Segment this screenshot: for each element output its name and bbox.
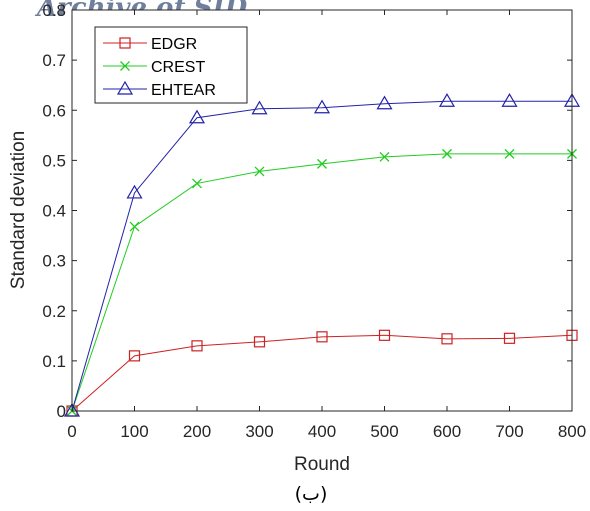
- y-tick-label-4: 0.4: [42, 202, 66, 221]
- point-edgr-3: [253, 336, 266, 348]
- point-edgr-5: [378, 329, 391, 341]
- legend-label-edgr: EDGR: [151, 36, 197, 53]
- x-tick-label-2: 200: [183, 422, 211, 441]
- y-tick-label-7: 0.7: [42, 51, 66, 70]
- point-ehtear-6: [438, 93, 456, 107]
- point-ehtear-2: [188, 109, 206, 124]
- point-edgr-1: [128, 350, 141, 362]
- point-edgr-7: [503, 332, 516, 344]
- x-tick-label-7: 700: [495, 422, 523, 441]
- point-crest-2: [192, 178, 202, 189]
- point-ehtear-0: [63, 402, 81, 417]
- legend-marker-crest: [120, 61, 130, 71]
- legend-label-ehtear: EHTEAR: [151, 82, 216, 99]
- point-crest-1: [129, 221, 140, 232]
- y-tick-label-1: 0.1: [42, 352, 66, 371]
- y-tick-label-5: 0.5: [42, 151, 66, 170]
- legend-marker-ehtear: [116, 80, 134, 95]
- legend-item-ehtear: EHTEAR: [103, 80, 216, 99]
- series-line-ehtear: [71, 100, 572, 412]
- point-ehtear-5: [376, 95, 393, 110]
- y-tick-label-2: 0.2: [42, 302, 66, 321]
- point-ehtear-4: [313, 99, 331, 114]
- x-axis-title: Round: [294, 454, 350, 475]
- point-ehtear-3: [251, 100, 268, 115]
- point-ehtear-7: [501, 93, 518, 107]
- legend-item-edgr: EDGR: [103, 36, 197, 53]
- point-crest-6: [442, 148, 452, 159]
- point-crest-7-stroke-b: [504, 148, 515, 159]
- x-tick-label-8: 800: [558, 422, 586, 441]
- point-crest-6-stroke-b: [442, 148, 452, 159]
- point-crest-7: [504, 148, 515, 159]
- x-tick-label-5: 500: [370, 422, 398, 441]
- plot-frame: [71, 9, 573, 412]
- x-tick-label-0: 0: [67, 422, 76, 441]
- point-crest-3: [254, 166, 265, 177]
- point-crest-4: [317, 158, 327, 169]
- series-layer: [63, 93, 581, 417]
- point-edgr-2: [191, 340, 203, 352]
- point-edgr-4: [316, 331, 328, 343]
- point-crest-5-stroke-b: [379, 151, 390, 162]
- legend-item-crest: CREST: [103, 59, 205, 76]
- series-line-edgr: [71, 334, 573, 412]
- y-axis-title: Standard deviation: [8, 131, 29, 289]
- legend: EDGR CREST EHTEAR: [94, 26, 248, 104]
- series-crest: [67, 148, 577, 416]
- y-tick-label-0: 0: [57, 402, 66, 421]
- point-edgr-6: [441, 333, 453, 345]
- x-tick-label-3: 300: [245, 422, 273, 441]
- x-tick-label-4: 400: [308, 422, 336, 441]
- x-tick-label-6: 600: [433, 422, 461, 441]
- legend-label-crest: CREST: [151, 59, 205, 76]
- point-crest-4-stroke-b: [317, 158, 327, 169]
- y-tick-label-8: 0.8: [42, 1, 66, 20]
- y-tick-label-3: 0.3: [42, 252, 66, 271]
- figure-caption: (ب): [295, 483, 328, 505]
- x-tick-label-1: 100: [120, 422, 148, 441]
- legend-marker-crest-stroke-b: [120, 61, 130, 71]
- axes-layer: 0 100 200 300 400 500 600 700 800 0 0.1 0.2 0.3 0.4 0.…: [42, 1, 586, 441]
- y-tick-label-6: 0.6: [42, 101, 66, 120]
- point-crest-5: [379, 151, 390, 162]
- point-crest-3-stroke-b: [254, 166, 265, 177]
- point-crest-1-stroke-b: [129, 221, 140, 232]
- legend-marker-edgr: [119, 37, 131, 49]
- point-ehtear-1: [126, 184, 143, 199]
- point-crest-2-stroke-b: [192, 178, 202, 189]
- series-ehtear: [63, 93, 581, 417]
